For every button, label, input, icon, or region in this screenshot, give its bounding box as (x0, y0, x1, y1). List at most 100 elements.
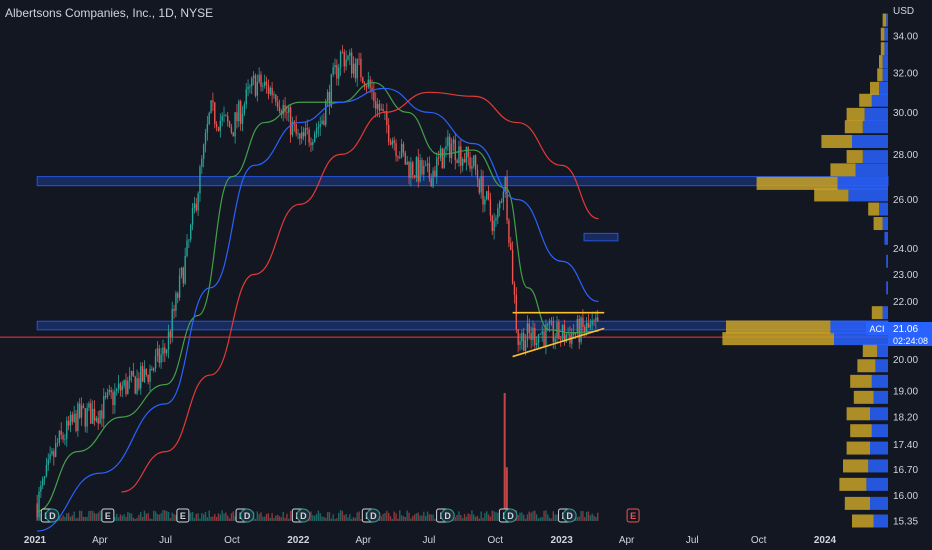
candle-body (264, 81, 266, 86)
candle-body (449, 136, 451, 158)
volume-bar (71, 515, 74, 521)
volume-bar (413, 514, 416, 521)
volume-bar (228, 518, 231, 521)
volume-bar (474, 516, 477, 521)
candle-body (375, 101, 377, 109)
candle-body (450, 143, 453, 158)
volume-bar (254, 518, 257, 521)
candle-body (537, 334, 540, 343)
x-tick-8: 2023 (551, 535, 574, 546)
vp-up-21 (855, 163, 888, 177)
volume-bar (262, 516, 264, 521)
vp-down-26 (859, 93, 872, 107)
volume-bar (134, 518, 136, 521)
volume-bar (123, 514, 125, 521)
event-marker-1: D (45, 508, 60, 523)
candle-body (245, 89, 247, 105)
volume-bar (597, 512, 599, 521)
y-tick-15: 34.00 (893, 32, 918, 43)
volume-bar (130, 513, 133, 521)
time-axis[interactable]: 2021 Apr Jul Oct 2022 Apr Jul Oct 2023 Apr Jul Oct 2… (24, 535, 837, 546)
candle-body (595, 317, 597, 321)
candle-body (369, 79, 371, 88)
candle-body (386, 111, 388, 125)
candle-body (82, 405, 85, 409)
volume-bar (153, 510, 155, 521)
candle-body (365, 86, 368, 88)
candle-body (443, 149, 445, 169)
candle-body (578, 318, 580, 343)
candle-body (426, 163, 429, 166)
candle-body (371, 87, 373, 92)
dividend-icon (45, 508, 60, 523)
volume-bar (521, 512, 523, 521)
candle-body (123, 379, 125, 386)
dividend-label: D (300, 511, 307, 521)
candle-body (330, 74, 333, 107)
volume-bar (173, 513, 175, 521)
volume-bar (417, 512, 419, 521)
volume-bar (332, 514, 334, 521)
dividend-icon (296, 508, 311, 523)
candle-body (354, 63, 357, 79)
candle-body (171, 308, 173, 337)
volume-bar (232, 511, 234, 521)
volume-bar (523, 514, 525, 521)
candle-body (550, 320, 553, 322)
x-tick-11: Oct (751, 535, 767, 546)
volume-bar (517, 515, 519, 521)
candle-body (62, 434, 64, 440)
candle-body (73, 413, 75, 422)
volume-bar (204, 511, 207, 521)
volume-bar (334, 518, 336, 521)
drawn-lines[interactable] (512, 311, 605, 358)
candle-body (463, 159, 466, 163)
candles[interactable] (36, 45, 599, 521)
volume-bar (84, 516, 86, 521)
candle-body (273, 94, 275, 96)
y-tick-3: 17.40 (893, 440, 918, 451)
candle-body (328, 92, 331, 107)
volume-profile (722, 13, 888, 528)
candle-body (112, 392, 114, 406)
volume-bar (75, 518, 77, 521)
candle-body (491, 215, 493, 232)
volume-bar (73, 511, 75, 521)
vp-up-20 (837, 176, 888, 190)
volume-bar (482, 517, 484, 521)
volume-bar (526, 514, 529, 521)
candle-body (502, 191, 505, 203)
event-markers[interactable]: EDEEEDEDEDEDEDEDE (40, 508, 640, 523)
volume-bar (478, 518, 481, 521)
volume-bar (493, 511, 495, 521)
candle-body (247, 86, 249, 90)
volume-bar (201, 513, 203, 521)
candle-body (304, 128, 307, 137)
candle-body (178, 275, 181, 298)
candle-body (108, 390, 111, 393)
candle-body (79, 403, 81, 418)
event-marker-11: D (440, 508, 455, 523)
candle-body (114, 391, 116, 406)
volume-bar (273, 517, 275, 521)
event-marker-5: D (240, 508, 255, 523)
volume-bar (495, 512, 497, 521)
candle-body (471, 165, 473, 169)
candle-body (291, 121, 294, 135)
candle-body (497, 208, 499, 219)
vp-up-18 (879, 202, 888, 216)
volume-bar (469, 514, 471, 521)
candle-body (487, 191, 490, 200)
volume-bar (260, 512, 262, 521)
candle-body (428, 163, 431, 179)
candle-body (201, 158, 203, 167)
candle-body (190, 224, 192, 240)
candle-body (580, 317, 582, 343)
price-tag-box (888, 322, 932, 346)
volume-bar (190, 512, 192, 521)
volume-bar (497, 512, 499, 521)
volume-bar (476, 515, 479, 521)
price-axis[interactable]: 15.3516.0016.7017.4018.2019.0020.0021.00… (893, 32, 918, 528)
y-tick-2: 16.70 (893, 465, 918, 476)
